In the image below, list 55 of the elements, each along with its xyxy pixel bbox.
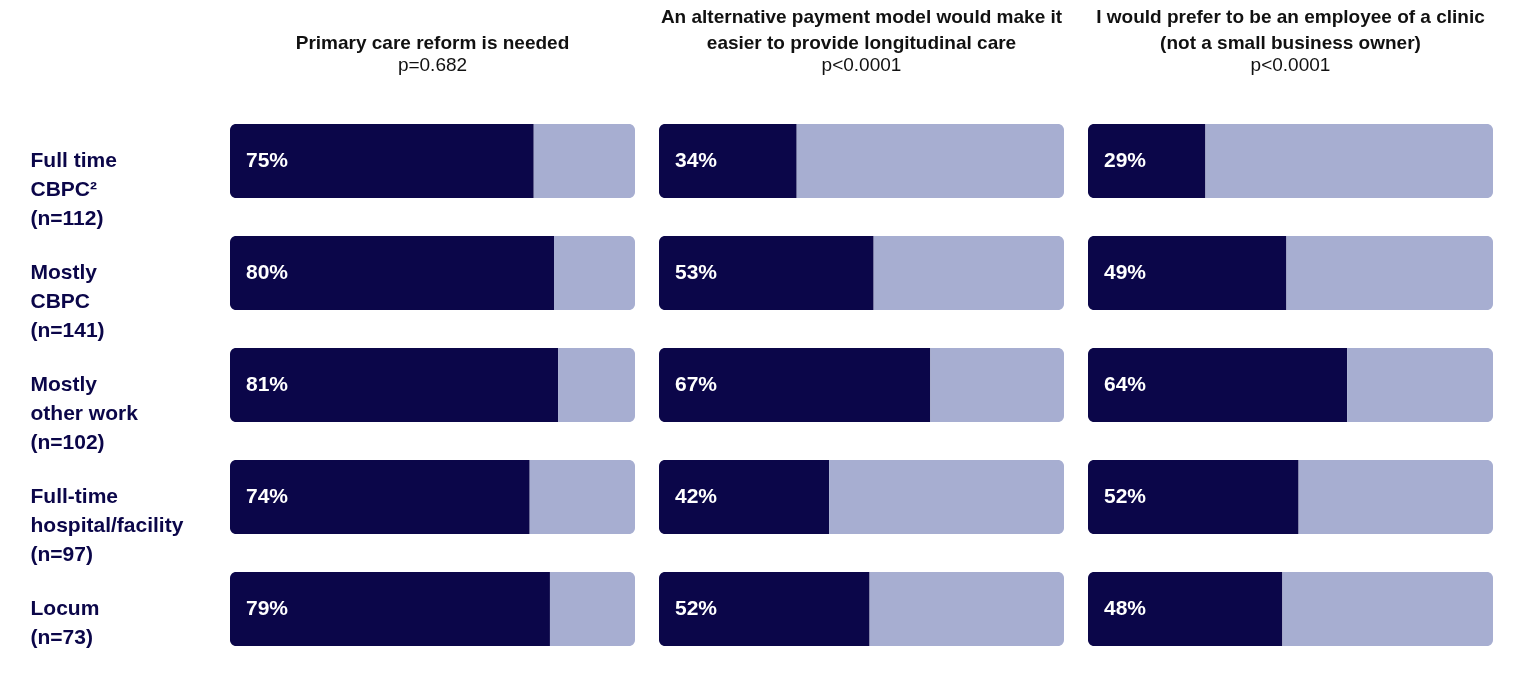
bar — [230, 236, 554, 310]
chart-subtitle: p=0.682 — [397, 54, 468, 75]
data-label: 79% — [246, 596, 289, 619]
bar — [1088, 572, 1283, 646]
data-label: 42% — [675, 484, 718, 507]
data-label: 52% — [1104, 484, 1147, 507]
bar — [659, 236, 874, 310]
data-label: 75% — [246, 148, 289, 171]
chart-subtitle: p<0.0001 — [1250, 54, 1331, 75]
bar — [1088, 460, 1299, 534]
bar — [554, 236, 635, 310]
bar — [930, 348, 1064, 422]
bar — [659, 460, 830, 534]
data-label: 64% — [1104, 372, 1147, 395]
data-label: 49% — [1104, 260, 1147, 283]
bar — [1286, 236, 1493, 310]
bar — [869, 572, 1064, 646]
bar — [230, 460, 530, 534]
bar — [1347, 348, 1493, 422]
bar — [549, 572, 635, 646]
y-tick-label: Mostly other work (n=102) — [30, 372, 139, 453]
bar — [529, 460, 635, 534]
bar — [796, 124, 1064, 198]
data-label: 29% — [1104, 148, 1147, 171]
data-label: 74% — [246, 484, 289, 507]
chart-subtitle: p<0.0001 — [821, 54, 902, 75]
bar — [873, 236, 1064, 310]
chart-title: Primary care reform is needed — [295, 32, 570, 53]
data-label: 67% — [675, 372, 718, 395]
y-tick-label: Full-time hospital/facility (n=97) — [30, 484, 184, 565]
bar — [230, 348, 559, 422]
bar — [1088, 348, 1348, 422]
bar — [1088, 124, 1206, 198]
data-label: 48% — [1104, 596, 1147, 619]
y-tick-label: Mostly CBPC (n=141) — [30, 260, 105, 341]
data-label: 53% — [675, 260, 718, 283]
bar — [1088, 236, 1287, 310]
bar — [659, 124, 797, 198]
bar — [829, 460, 1064, 534]
bar — [230, 124, 534, 198]
bar — [659, 348, 931, 422]
bar — [1298, 460, 1493, 534]
bar — [1282, 572, 1493, 646]
bar — [1205, 124, 1493, 198]
y-tick-label: Locum (n=73) — [30, 596, 100, 648]
data-label: 80% — [246, 260, 289, 283]
chart-title: I would prefer to be an employee of a clinic (not a small business owner) — [1096, 6, 1486, 53]
data-label: 34% — [675, 148, 718, 171]
bar — [533, 124, 635, 198]
data-label: 81% — [246, 372, 289, 395]
bar — [230, 572, 550, 646]
bar — [659, 572, 870, 646]
bar — [558, 348, 635, 422]
data-label: 52% — [675, 596, 718, 619]
y-tick-label: Full time CBPC² (n=112) — [30, 148, 117, 229]
